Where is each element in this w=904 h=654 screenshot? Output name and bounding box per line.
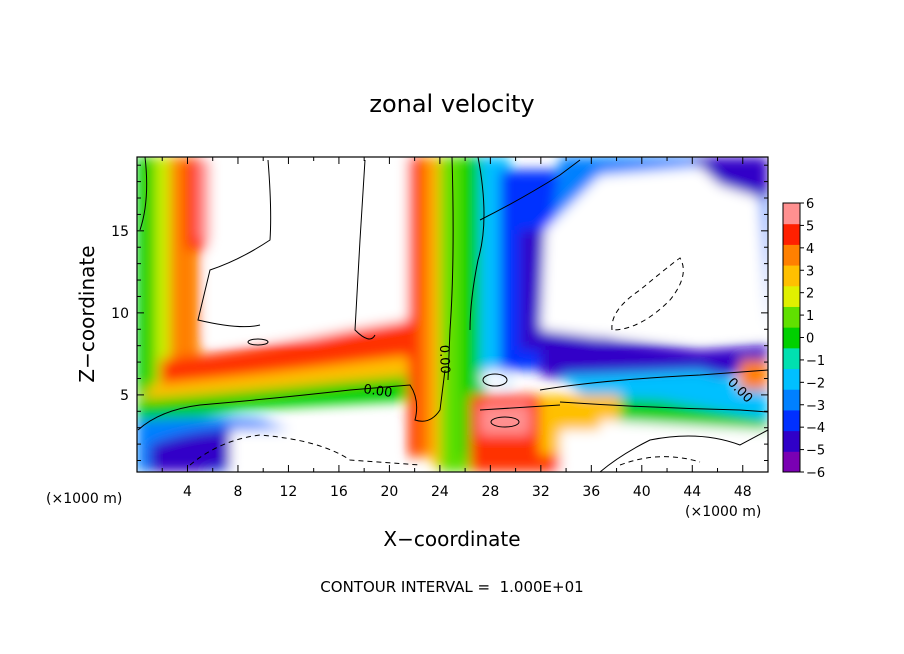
y-axis: 5 10 15	[111, 164, 768, 462]
x-tick-label: 36	[582, 484, 600, 500]
velocity-field	[137, 157, 768, 472]
x-tick-label: 32	[532, 484, 550, 500]
colorbar-tick-label: −6	[806, 466, 825, 481]
colorbar-tick-label: 4	[806, 242, 814, 257]
x-tick-label: 12	[280, 484, 298, 500]
contour-lines	[137, 157, 768, 472]
colorbar-swatch	[783, 347, 800, 370]
x-tick-label: 28	[481, 484, 499, 500]
colorbar-tick-label: 6	[806, 197, 814, 212]
colorbar: 6 5 4 3 2 1 0 −1 −2 −3 −4 −5 −6	[782, 197, 825, 481]
colorbar-swatch	[783, 368, 800, 390]
y-tick-label: 5	[120, 388, 129, 404]
colorbar-tick-label: −3	[806, 399, 825, 414]
colorbar-swatch	[783, 306, 800, 328]
x-tick-label: 16	[330, 484, 348, 500]
y-tick-label: 15	[111, 224, 129, 240]
contour-label: 0.00	[436, 345, 452, 374]
plot-frame	[136, 156, 769, 473]
colorbar-tick-label: −1	[806, 354, 825, 369]
y-unit-label: (×1000 m)	[46, 491, 122, 507]
colorbar-swatch	[783, 265, 800, 287]
colorbar-swatch	[783, 203, 800, 225]
x-tick-label: 48	[734, 484, 752, 500]
x-tick-label: 20	[380, 484, 398, 500]
x-tick-label: 44	[683, 484, 701, 500]
colorbar-tick-label: 3	[806, 264, 814, 279]
colorbar-tick-label: 2	[806, 287, 814, 302]
colorbar-swatch	[783, 389, 800, 411]
colorbar-swatch	[783, 327, 800, 349]
colorbar-swatch	[783, 451, 800, 473]
y-axis-title: Z−coordinate	[75, 245, 99, 382]
negative-contours	[189, 257, 701, 466]
colorbar-tick-label: −4	[806, 421, 825, 436]
colorbar-swatch	[783, 430, 800, 452]
chart-title: zonal velocity	[369, 90, 534, 118]
contour-label: 0.00	[362, 382, 393, 401]
colorbar-swatch	[783, 223, 800, 245]
colorbar-tick-label: 5	[806, 219, 814, 234]
contour-interval-note: CONTOUR INTERVAL = 1.000E+01	[320, 578, 583, 596]
x-axis-title: X−coordinate	[383, 527, 520, 551]
colorbar-tick-label: −2	[806, 376, 825, 391]
x-axis: 4 8 12 16 20 24 28 32 36 40 44 48	[161, 157, 752, 500]
colorbar-swatch	[783, 244, 800, 266]
x-tick-label: 4	[183, 484, 192, 500]
colorbar-swatch	[783, 409, 800, 432]
x-tick-label: 24	[431, 484, 449, 500]
x-unit-label: (×1000 m)	[685, 504, 761, 520]
x-tick-label: 40	[633, 484, 651, 500]
y-tick-label: 10	[111, 306, 129, 322]
x-tick-label: 8	[233, 484, 242, 500]
colorbar-tick-label: 1	[806, 309, 814, 324]
colorbar-swatch	[783, 285, 800, 307]
colorbar-tick-label: −5	[806, 444, 825, 459]
colorbar-tick-label: 0	[806, 332, 814, 347]
plot-area	[137, 157, 768, 472]
